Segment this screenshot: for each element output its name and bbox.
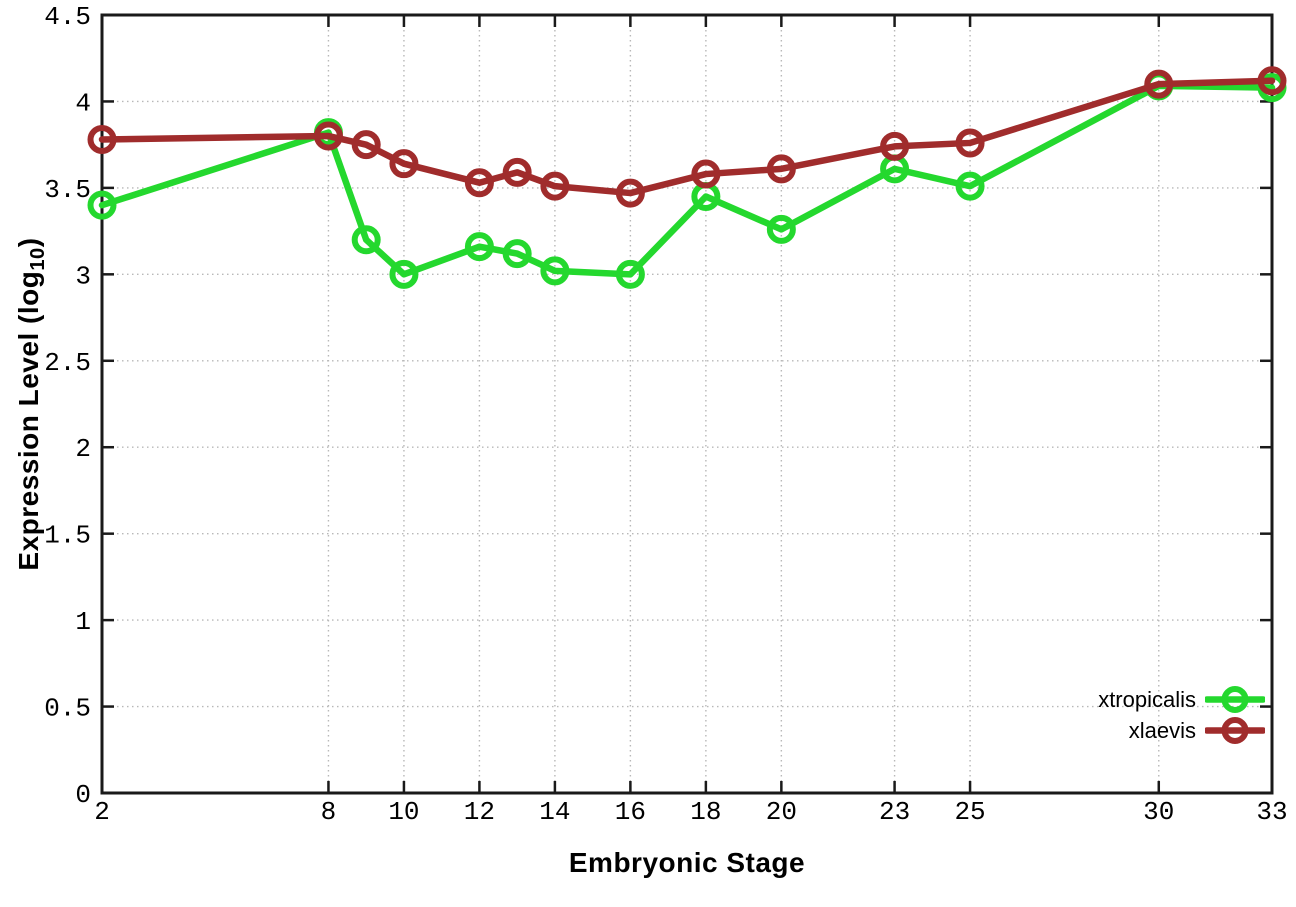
y-tick-label: 1.5 [44,521,91,551]
data-point-xtropicalis [615,259,645,289]
data-point-xlaevis [880,131,910,161]
x-tick-label: 30 [1143,797,1174,827]
legend-item-xtropicalis: xtropicalis [1098,684,1265,715]
data-point-xlaevis [464,168,494,198]
x-tick-label: 18 [690,797,721,827]
legend-item-xlaevis: xlaevis [1098,715,1265,746]
data-point-xlaevis [87,124,117,154]
x-tick-label: 14 [539,797,570,827]
y-tick-label: 3.5 [44,175,91,205]
x-tick-label: 8 [321,797,337,827]
x-tick-label: 20 [766,797,797,827]
y-tick-label: 0.5 [44,694,91,724]
data-point-xtropicalis [766,214,796,244]
y-tick-label: 2.5 [44,348,91,378]
x-tick-label: 12 [464,797,495,827]
data-point-xlaevis [691,159,721,189]
legend-sample-marker [1221,686,1249,713]
x-tick-label: 16 [615,797,646,827]
data-point-xlaevis [766,154,796,184]
x-tick-label: 10 [388,797,419,827]
data-point-xtropicalis [87,190,117,220]
data-point-xlaevis [502,157,532,187]
data-point-xtropicalis [464,232,494,262]
y-axis-title-main: Expression Level (log [13,270,44,571]
x-tick-label: 25 [954,797,985,827]
x-tick-label: 2 [94,797,110,827]
x-tick-label: 33 [1256,797,1287,827]
y-tick-label: 4 [75,88,91,118]
legend-label-xlaevis: xlaevis [1128,717,1196,743]
data-point-xlaevis [313,121,343,151]
y-tick-label: 3 [75,261,91,291]
data-point-xtropicalis [351,225,381,255]
data-point-xlaevis [1144,69,1174,99]
y-tick-label: 1 [75,607,91,637]
data-point-xlaevis [955,128,985,158]
legend-sample-xlaevis-icon [1205,717,1265,744]
plot-border [100,13,1274,795]
data-point-xtropicalis [389,259,419,289]
legend-sample-marker [1221,717,1249,744]
data-point-xlaevis [1257,66,1287,96]
series-xlaevis-line [98,77,1276,197]
data-point-xtropicalis [955,171,985,201]
data-point-xlaevis [389,149,419,179]
y-axis-title-suffix: ) [13,237,44,248]
y-axis-title: Expression Level (log10) [6,15,52,793]
y-tick-label: 0 [75,780,91,810]
data-point-xlaevis [615,178,645,208]
legend-label-xtropicalis: xtropicalis [1098,686,1196,712]
legend-sample-xtropicalis-icon [1205,686,1265,713]
y-tick-label: 2 [75,434,91,464]
y-axis-title-subscript: 10 [26,247,49,271]
legend: xtropicalis xlaevis [1098,684,1265,746]
data-point-xtropicalis [502,239,532,269]
x-tick-label: 23 [879,797,910,827]
x-axis-title: Embryonic Stage [568,847,806,878]
y-tick-label: 4.5 [44,2,91,32]
data-point-xlaevis [540,171,570,201]
data-point-xlaevis [351,130,381,160]
data-point-xtropicalis [540,256,570,286]
